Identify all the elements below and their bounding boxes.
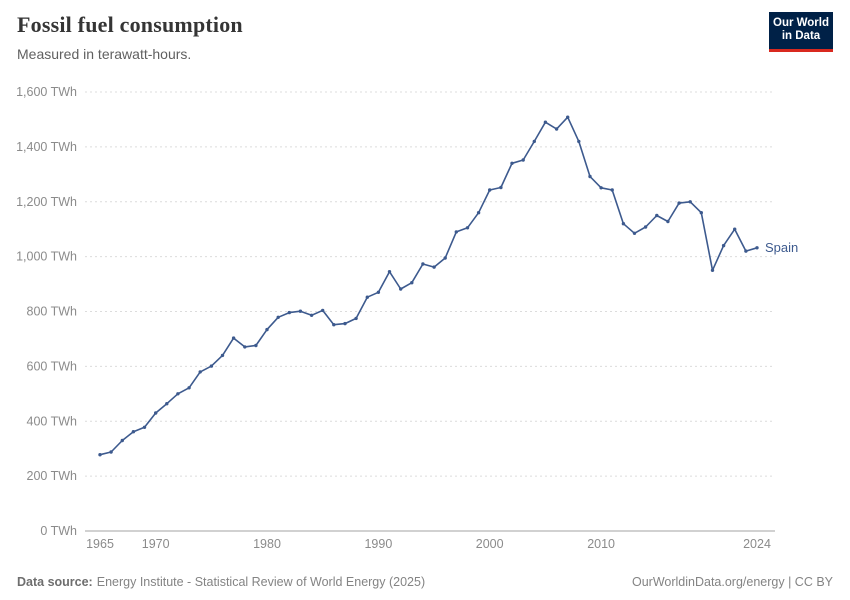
owid-logo-line1: Our World: [773, 17, 830, 29]
x-axis-label: 2010: [587, 537, 615, 551]
data-point: [410, 281, 414, 285]
y-axis-label: 1,400 TWh: [16, 140, 77, 154]
data-point: [543, 120, 548, 124]
data-point: [666, 219, 670, 224]
data-point: [499, 185, 503, 190]
chart-header: Fossil fuel consumption Measured in tera…: [17, 12, 833, 62]
data-point: [465, 226, 470, 230]
data-point: [755, 246, 759, 250]
data-point: [354, 316, 358, 321]
chart-footer: Data source: Energy Institute - Statistic…: [17, 575, 833, 589]
data-point: [265, 327, 269, 332]
data-point: [165, 402, 169, 406]
data-point: [733, 227, 737, 231]
data-point: [677, 201, 681, 205]
y-axis-label: 0 TWh: [40, 524, 77, 538]
data-source: Data source: Energy Institute - Statistic…: [17, 575, 425, 589]
data-point: [198, 370, 202, 374]
data-point: [454, 230, 458, 234]
y-axis-label: 1,000 TWh: [16, 250, 77, 264]
data-point: [98, 453, 102, 457]
data-point: [321, 308, 325, 313]
data-point: [343, 321, 347, 326]
data-point: [577, 139, 581, 144]
data-point: [566, 115, 570, 119]
data-point: [276, 315, 280, 319]
data-point: [309, 313, 314, 317]
data-point: [699, 211, 703, 215]
data-point: [721, 243, 726, 248]
data-point: [643, 225, 648, 229]
data-point: [476, 211, 481, 215]
data-point: [243, 345, 247, 349]
data-point: [365, 295, 369, 299]
data-point: [109, 450, 113, 454]
data-point: [688, 200, 692, 204]
data-point: [254, 343, 258, 348]
x-axis-label: 2000: [476, 537, 504, 551]
y-axis-label: 1,600 TWh: [16, 85, 77, 99]
data-point: [399, 287, 403, 291]
data-source-text: Energy Institute - Statistical Review of…: [96, 575, 426, 589]
data-point: [387, 270, 392, 274]
data-point: [120, 438, 125, 443]
consumption-line: [99, 116, 758, 456]
data-point: [298, 309, 303, 313]
data-point: [599, 186, 603, 190]
y-axis-label: 200 TWh: [27, 469, 78, 483]
data-source-label: Data source:: [17, 575, 93, 589]
data-point: [588, 174, 592, 179]
data-point: [532, 139, 536, 144]
data-point: [220, 353, 225, 358]
data-point: [744, 249, 748, 253]
data-point: [187, 386, 191, 390]
data-point: [610, 188, 614, 192]
data-point: [421, 262, 425, 266]
footer-link[interactable]: OurWorldinData.org/energy | CC BY: [631, 575, 833, 589]
data-point: [554, 127, 559, 131]
x-axis-label: 1970: [142, 537, 170, 551]
data-point: [231, 336, 236, 340]
owid-logo[interactable]: Our World in Data: [769, 12, 833, 52]
data-point: [632, 231, 637, 235]
x-axis-label: 2024: [743, 537, 771, 551]
y-axis-label: 1,200 TWh: [16, 195, 77, 209]
data-point: [621, 222, 626, 226]
data-point: [376, 290, 381, 294]
data-point: [432, 265, 436, 269]
x-axis-label: 1990: [364, 537, 392, 551]
data-point: [287, 310, 291, 315]
data-point: [710, 268, 715, 272]
data-point: [510, 161, 514, 165]
data-point: [443, 256, 447, 260]
x-axis-label: 1965: [86, 537, 114, 551]
data-point: [131, 430, 136, 434]
chart-title: Fossil fuel consumption: [17, 12, 243, 37]
data-point: [142, 425, 147, 429]
y-axis-label: 600 TWh: [27, 359, 78, 373]
data-point: [176, 392, 180, 396]
series-label-spain: Spain: [765, 240, 798, 255]
data-point: [488, 188, 492, 192]
data-point: [655, 213, 659, 218]
data-point: [521, 158, 525, 162]
data-point: [154, 411, 158, 415]
data-point: [209, 364, 214, 368]
y-axis-label: 400 TWh: [27, 414, 78, 428]
chart-subtitle: Measured in terawatt-hours.: [17, 46, 192, 62]
owid-logo-line2: in Data: [781, 30, 821, 42]
data-point: [332, 323, 336, 327]
x-axis-label: 1980: [253, 537, 281, 551]
y-axis-label: 800 TWh: [27, 305, 78, 319]
